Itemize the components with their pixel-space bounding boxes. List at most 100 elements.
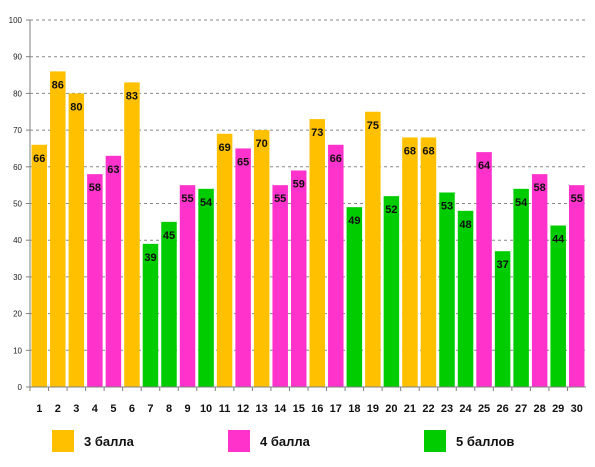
bar	[420, 137, 437, 387]
bar	[290, 170, 307, 387]
x-tick-label: 30	[571, 403, 583, 415]
x-tick-label: 21	[404, 403, 416, 415]
bar	[383, 196, 400, 387]
x-tick-label: 29	[552, 403, 564, 415]
bar	[31, 144, 48, 387]
bar	[179, 185, 196, 387]
x-tick-label: 24	[459, 403, 472, 415]
bar	[346, 207, 363, 387]
x-tick-label: 4	[92, 403, 99, 415]
y-tick-label: 40	[13, 236, 22, 245]
legend-label-4: 4 балла	[260, 433, 310, 449]
data-label: 53	[441, 200, 453, 212]
bar	[198, 188, 214, 387]
data-label: 55	[181, 193, 193, 205]
bar	[124, 82, 140, 387]
legend-swatch-3	[52, 430, 74, 452]
x-tick-label: 27	[515, 403, 527, 415]
bar	[568, 185, 585, 387]
data-label: 55	[274, 193, 286, 205]
y-tick-label: 0	[18, 383, 23, 392]
bar	[457, 210, 474, 387]
bar	[402, 137, 418, 387]
bar	[328, 144, 344, 387]
x-tick-label: 22	[422, 403, 434, 415]
bar	[494, 251, 511, 387]
data-label: 58	[534, 182, 546, 194]
data-label: 63	[107, 164, 119, 176]
legend-label-3: 3 балла	[84, 433, 134, 449]
legend-swatch-4	[228, 430, 250, 452]
bar	[272, 185, 288, 387]
x-tick-label: 1	[36, 403, 42, 415]
bar	[531, 174, 548, 387]
x-tick-label: 6	[129, 403, 135, 415]
legend-item-3: 3 балла	[52, 430, 134, 452]
x-tick-label: 28	[534, 403, 546, 415]
x-tick-label: 9	[184, 403, 190, 415]
data-label: 54	[515, 197, 528, 209]
bar	[105, 155, 122, 387]
data-label: 86	[52, 79, 64, 91]
bar	[439, 192, 455, 387]
y-tick-label: 80	[13, 89, 22, 98]
x-tick-label: 3	[73, 403, 79, 415]
x-tick-label: 11	[219, 403, 231, 415]
bar	[50, 71, 66, 387]
data-label: 64	[478, 160, 491, 172]
legend-item-5: 5 баллов	[424, 430, 514, 452]
y-tick-label: 30	[13, 273, 22, 282]
x-tick-label: 25	[478, 403, 490, 415]
legend-label-5: 5 баллов	[456, 433, 515, 449]
data-label: 65	[237, 156, 249, 168]
x-tick-label: 2	[55, 403, 61, 415]
x-tick-label: 17	[330, 403, 342, 415]
data-label: 80	[70, 101, 82, 113]
bar	[476, 152, 492, 387]
x-tick-label: 19	[367, 403, 379, 415]
x-tick-label: 23	[441, 403, 453, 415]
data-label: 55	[571, 193, 583, 205]
bar	[68, 93, 85, 388]
data-label: 45	[163, 230, 175, 242]
bar	[550, 225, 566, 387]
y-tick-label: 70	[13, 126, 22, 135]
y-tick-label: 100	[9, 16, 23, 25]
bar	[142, 243, 159, 387]
bar	[216, 133, 233, 387]
x-tick-label: 26	[496, 403, 508, 415]
data-label: 83	[126, 90, 138, 102]
y-tick-label: 20	[13, 310, 22, 319]
data-label: 58	[89, 182, 101, 194]
bar	[513, 188, 529, 387]
data-label: 54	[200, 197, 213, 209]
x-tick-label: 10	[200, 403, 212, 415]
bar	[365, 111, 381, 387]
legend-item-4: 4 балла	[228, 430, 310, 452]
data-label: 68	[404, 145, 416, 157]
x-tick-label: 16	[311, 403, 323, 415]
data-label: 66	[33, 153, 45, 165]
data-label: 48	[459, 219, 471, 231]
legend-swatch-5	[424, 430, 446, 452]
data-label: 75	[367, 120, 379, 132]
data-label: 70	[256, 138, 268, 150]
x-tick-label: 18	[348, 403, 360, 415]
data-label: 49	[348, 215, 360, 227]
data-label: 44	[552, 234, 565, 246]
y-tick-label: 50	[13, 200, 22, 209]
x-tick-label: 15	[293, 403, 305, 415]
x-tick-label: 13	[256, 403, 268, 415]
y-tick-label: 60	[13, 163, 22, 172]
data-label: 66	[330, 153, 342, 165]
x-tick-label: 8	[166, 403, 172, 415]
y-tick-label: 90	[13, 53, 22, 62]
data-label: 37	[496, 259, 508, 271]
x-tick-label: 14	[274, 403, 287, 415]
data-label: 68	[422, 145, 434, 157]
bar	[87, 174, 103, 387]
y-tick-label: 10	[13, 346, 22, 355]
x-tick-label: 12	[237, 403, 249, 415]
